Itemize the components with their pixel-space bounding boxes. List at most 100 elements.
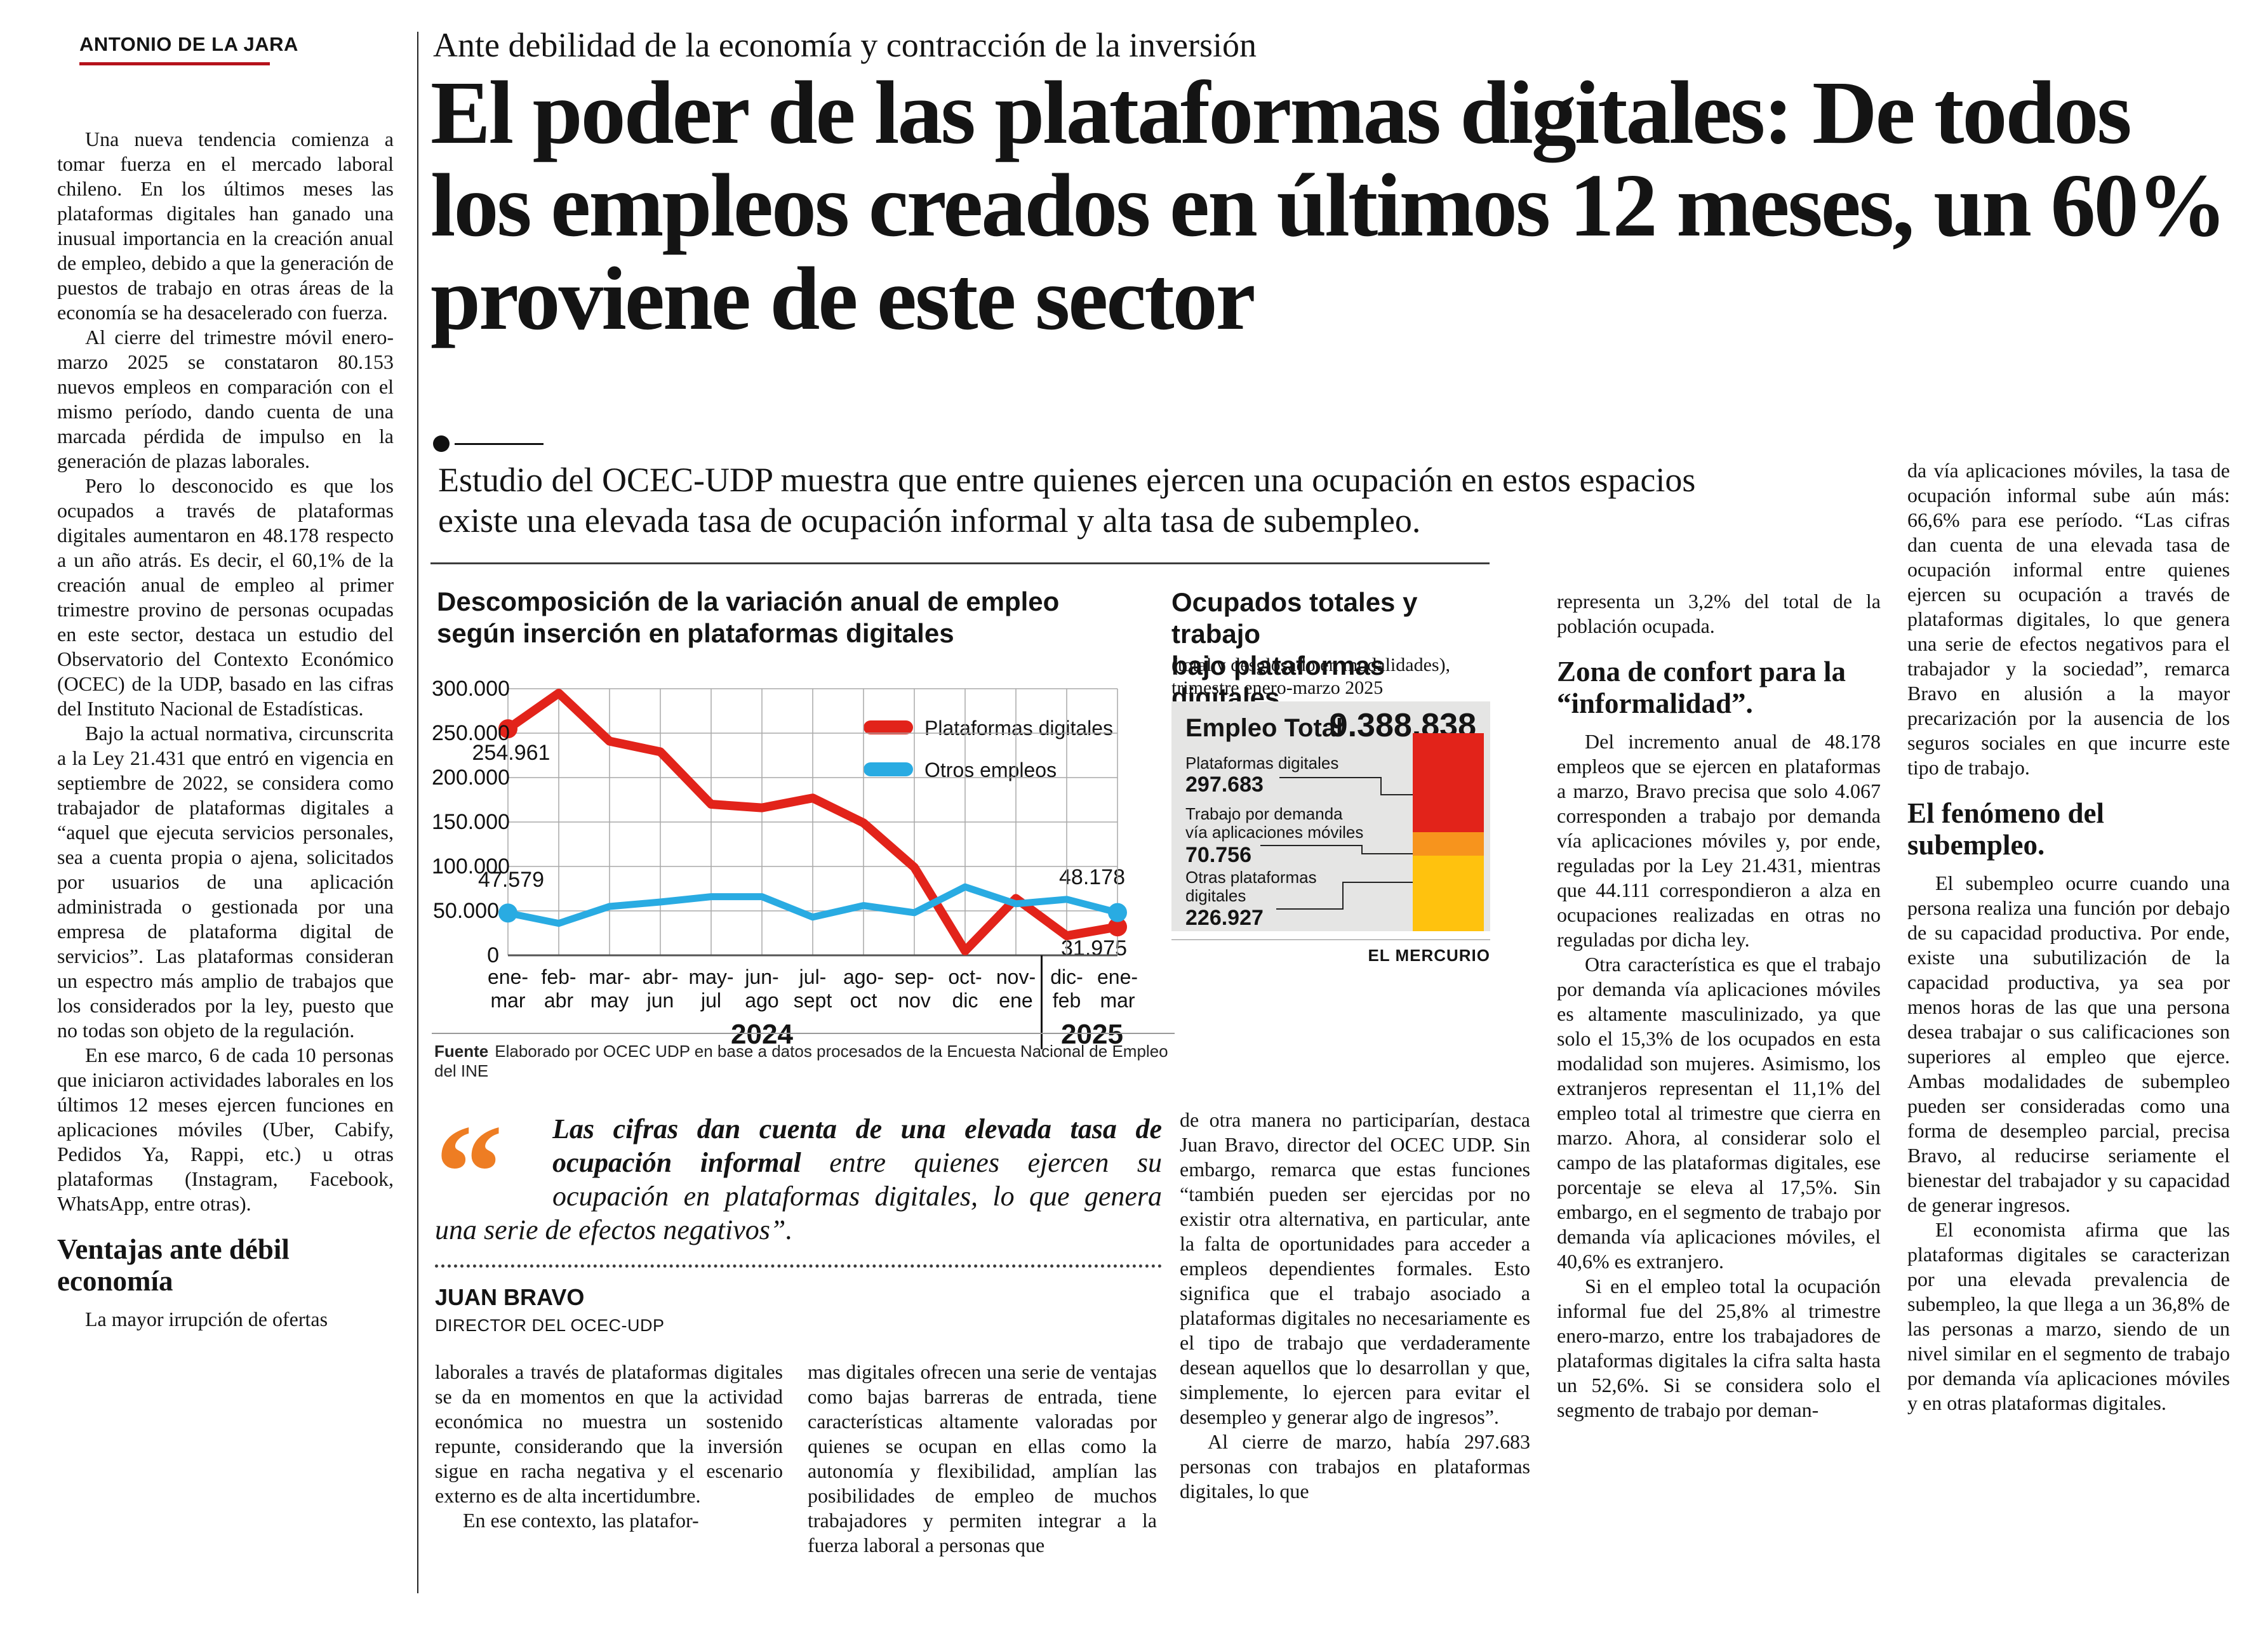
deck-bullet-icon (433, 435, 450, 452)
stacked-bar (1413, 733, 1484, 931)
segment-label: Trabajo por demanda vía aplicaciones móv… (1185, 804, 1364, 842)
column-rule (417, 32, 418, 1593)
y-tick-label: 250.000 (432, 721, 510, 745)
body-column-6: da vía aplicaciones móviles, la tasa de … (1907, 458, 2230, 1416)
paragraph: Si en el empleo total la ocupación infor… (1557, 1275, 1881, 1421)
legend-swatch-red (864, 720, 913, 734)
chart-annotation-last-blue: 48.178 (1059, 865, 1125, 889)
y-tick-label: 150.000 (432, 810, 510, 834)
leader-lines (1260, 777, 1413, 910)
x-tick-label: jun- ago (745, 965, 779, 1012)
year-divider (1040, 955, 1043, 1049)
quote-mark-icon: “ (435, 1112, 552, 1183)
segment-value: 226.927 (1185, 906, 1264, 930)
segment-value: 297.683 (1185, 773, 1264, 797)
paragraph: La mayor irrupción de ofertas (85, 1308, 328, 1330)
quote-text: Las cifras dan cuenta de una elevada tas… (435, 1112, 1162, 1247)
bar-segment (1413, 733, 1484, 832)
chart-source: Fuente Elaborado por OCEC UDP en base a d… (434, 1042, 1177, 1081)
x-tick-label: mar- may (589, 965, 630, 1012)
article-headline: El poder de las plataformas digitales: D… (430, 62, 2227, 348)
segment-value: 70.756 (1185, 843, 1251, 867)
panel-credit: EL MERCURIO (1368, 946, 1490, 965)
chart-source-rule (432, 1033, 1175, 1034)
legend-item: Plataformas digitales (864, 715, 1162, 757)
x-tick-label: jul- sept (793, 965, 832, 1012)
paragraph: Pero lo desconocido es que los ocupados … (57, 474, 394, 720)
panel-credit-rule (1171, 939, 1490, 940)
pull-quote: “ Las cifras dan cuenta de una elevada t… (435, 1112, 1162, 1336)
y-tick-label: 50.000 (433, 899, 499, 923)
chart-annotation-last-red: 31.975 (1061, 936, 1127, 960)
x-tick-label: may- jul (688, 965, 734, 1012)
chart-annotation-first-blue: 47.579 (478, 868, 544, 892)
x-tick-label: abr- jun (642, 965, 679, 1012)
article-kicker: Ante debilidad de la economía y contracc… (433, 26, 1257, 64)
quote-text-rest: entre quienes ejercen su ocupación en pl… (435, 1147, 1162, 1245)
body-column-4: de otra manera no participarían, destaca… (1180, 1108, 1530, 1504)
paragraph: de otra manera no participarían, destaca… (1180, 1108, 1530, 1428)
x-tick-label: nov- ene (996, 965, 1036, 1012)
bar-segment (1413, 832, 1484, 856)
paragraph: laborales a través de plataformas digita… (435, 1360, 783, 1507)
column-subhead: Zona de confort para la “informalidad”. (1557, 656, 1846, 719)
quote-role: DIRECTOR DEL OCEC-UDP (435, 1316, 665, 1335)
x-tick-label: sep- nov (894, 965, 935, 1012)
y-tick-label: 100.000 (432, 854, 510, 879)
byline: ANTONIO DE LA JARA (79, 33, 298, 55)
section-rule (430, 562, 1490, 564)
year-label: 2024 (731, 1019, 793, 1050)
column-subhead: Ventajas ante débil economía (57, 1233, 290, 1297)
segment-label: Plataformas digitales (1185, 753, 1339, 773)
paragraph: Bajo la actual normativa, circunscrita a… (57, 722, 394, 1042)
article-deck: Estudio del OCEC-UDP muestra que entre q… (438, 461, 1696, 540)
x-tick-label: oct- dic (948, 965, 982, 1012)
paragraph: da vía aplicaciones móviles, la tasa de … (1907, 459, 2230, 779)
body-column-3: mas digitales ofrecen una serie de venta… (808, 1360, 1157, 1558)
x-tick-label: dic- feb (1050, 965, 1083, 1012)
paragraph: Del incremento anual de 48.178 empleos q… (1557, 730, 1881, 951)
paragraph: representa un 3,2% del total de la pobla… (1557, 590, 1881, 637)
quote-text-bold: Las cifras dan cuenta de una elevada tas… (552, 1113, 1162, 1178)
chart-grid-and-series (498, 688, 1127, 957)
paragraph: En ese contexto, las platafor- (463, 1509, 699, 1532)
paragraph: Al cierre de marzo, había 297.683 person… (1180, 1430, 1530, 1502)
left-column: Una nueva tendencia comienza a tomar fue… (57, 127, 394, 1332)
paragraph: El economista afirma que las plataformas… (1907, 1218, 2230, 1414)
byline-underline (79, 62, 270, 65)
paragraph: Otra característica es que el trabajo po… (1557, 953, 1881, 1273)
chart-canvas: 0 50.000 100.000 150.000 200.000 250.000 300.0… (432, 581, 1175, 1076)
x-tick-label: feb- abr (541, 965, 577, 1012)
x-tick-label: ene- mar (487, 965, 529, 1012)
year-label: 2025 (1061, 1019, 1123, 1050)
segment-label: Otras plataformas digitales (1185, 868, 1317, 905)
y-tick-label: 300.000 (432, 677, 510, 701)
paragraph: mas digitales ofrecen una serie de venta… (808, 1360, 1157, 1556)
x-tick-label: ago- oct (843, 965, 884, 1012)
bar-segment (1413, 856, 1484, 931)
totals-box: Empleo Total 9.388.838 Plataformas digit… (1171, 701, 1490, 931)
column-subhead: El fenómeno del subempleo. (1907, 797, 2104, 861)
paragraph: En ese marco, 6 de cada 10 personas que … (57, 1044, 394, 1215)
paragraph: Al cierre del trimestre móvil enero-marz… (57, 326, 394, 472)
total-label: Empleo Total (1185, 714, 1344, 742)
chart-source-label: Fuente (434, 1042, 489, 1061)
y-tick-label: 0 (487, 943, 499, 967)
deck-bullet-line (455, 443, 544, 445)
chart-annotation-first-red: 254.961 (472, 741, 550, 765)
body-column-5: representa un 3,2% del total de la pobla… (1557, 589, 1881, 1423)
paragraph: El subempleo ocurre cuando una persona r… (1907, 872, 2230, 1216)
chart-title: Descomposición de la variación anual de … (437, 587, 1060, 648)
chart-source-text: Elaborado por OCEC UDP en base a datos p… (434, 1042, 1168, 1080)
quote-divider (435, 1264, 1162, 1268)
x-tick-label: ene- mar (1097, 965, 1138, 1012)
body-column-2: laborales a través de plataformas digita… (435, 1360, 783, 1533)
y-tick-label: 200.000 (432, 766, 510, 790)
panel-subtitle: (total y desglosado en modalidades), tri… (1171, 654, 1451, 698)
paragraph: Una nueva tendencia comienza a tomar fue… (57, 128, 394, 324)
totals-panel: Ocupados totales y trabajo bajo platafor… (1171, 584, 1490, 965)
employment-line-chart: Descomposición de la variación anual de … (432, 581, 1175, 1080)
legend-label: Plataformas digitales (924, 717, 1114, 740)
quote-author: JUAN BRAVO (435, 1284, 585, 1310)
